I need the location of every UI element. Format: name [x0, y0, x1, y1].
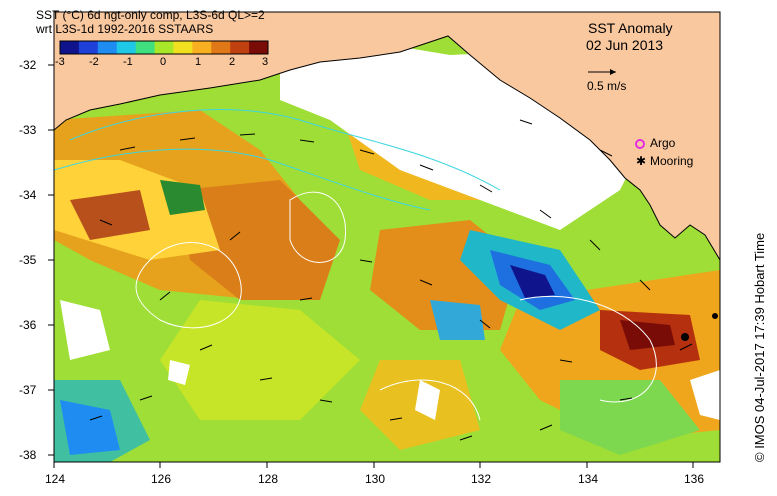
colorbar-tick: -2 [89, 56, 99, 68]
colorbar-segment [173, 41, 193, 54]
map-date: 02 Jun 2013 [586, 37, 664, 53]
land-mass [54, 12, 720, 261]
current-vectors [89, 119, 693, 441]
colorbar-segment [116, 41, 137, 54]
x-tick-label: 132 [471, 472, 492, 486]
colorbar-tick: 2 [229, 56, 236, 68]
y-tick-label: -38 [19, 448, 37, 462]
header-line-2: wrt L3S-1d 1992-2016 SSTAARS [36, 22, 214, 36]
mooring-marker [681, 333, 689, 341]
velocity-scale-label: 0.5 m/s [587, 79, 627, 93]
colorbar-tick: 3 [262, 56, 269, 68]
y-tick-label: -33 [19, 123, 37, 137]
y-tick-label: -36 [19, 318, 37, 332]
x-tick-label: 130 [365, 472, 386, 486]
sst-anomaly-field [54, 60, 720, 462]
colorbar-segment [60, 41, 80, 54]
colorbar [59, 40, 269, 55]
colorbar-segment [192, 41, 212, 54]
credit-text: © IMOS 04-Jul-2017 17:39 Hobart Time [752, 232, 767, 462]
colorbar-segment [78, 41, 99, 54]
y-tick-label: -37 [19, 383, 37, 397]
colorbar-segment [97, 41, 118, 54]
contour-lines [54, 109, 657, 421]
colorbar-frame [59, 40, 269, 55]
mooring-marker-icon: ✱ [636, 154, 646, 168]
colorbar-tick: -1 [123, 56, 133, 68]
x-tick-label: 124 [45, 472, 66, 486]
velocity-scale-arrow [588, 69, 616, 75]
x-tick-label: 136 [684, 472, 705, 486]
x-tick-label: 134 [578, 472, 599, 486]
colorbar-segment [135, 41, 156, 54]
x-tick-label: 128 [258, 472, 279, 486]
y-tick-label: -35 [19, 253, 37, 267]
colorbar-segment [249, 41, 269, 54]
axis-ticks [48, 64, 694, 468]
x-tick-label: 126 [151, 472, 172, 486]
colorbar-tick: 0 [160, 56, 167, 68]
colorbar-segment [230, 41, 250, 54]
legend-mooring-label: Mooring [650, 154, 694, 168]
colorbar-tick: 1 [195, 56, 202, 68]
map-title: SST Anomaly [588, 20, 673, 36]
legend-argo-label: Argo [650, 136, 676, 150]
y-tick-label: -34 [19, 188, 37, 202]
colorbar-segment [211, 41, 231, 54]
y-tick-label: -32 [19, 58, 37, 72]
header-line-1: SST (°C) 6d ngt-only comp, L3S-6d QL>=2 [36, 8, 265, 22]
colorbar-segment [154, 41, 174, 54]
mooring-marker [712, 313, 718, 319]
argo-marker-icon [635, 139, 645, 149]
colorbar-tick: -3 [55, 56, 65, 68]
map-frame [53, 11, 721, 463]
